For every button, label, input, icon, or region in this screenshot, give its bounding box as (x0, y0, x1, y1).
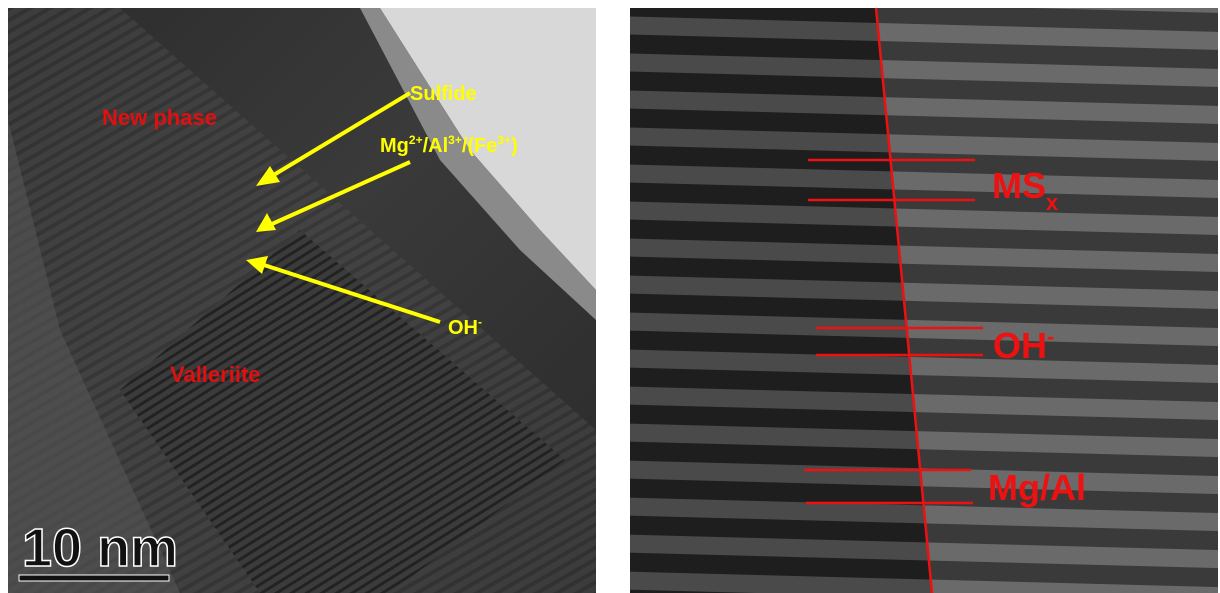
label: OH- (448, 315, 482, 339)
sup: - (1047, 324, 1054, 349)
sup: 2+ (409, 133, 423, 147)
text: /Al (423, 135, 449, 157)
figure: New phase Sulfide Mg2+/Al3+/(Fe3+) OH- V… (0, 0, 1220, 593)
text: OH (993, 325, 1047, 366)
label: New phase (102, 105, 217, 130)
sup: 3+ (448, 133, 462, 147)
label: OH- (993, 324, 1054, 366)
text: /(Fe (462, 135, 498, 157)
label: Sulfide (410, 83, 477, 105)
sup: 3+ (497, 133, 511, 147)
sup: - (478, 315, 482, 329)
label: Valleriite (170, 362, 261, 387)
left-micrograph (8, 8, 596, 593)
scale-bar-label: 10 nm (22, 518, 178, 578)
sub: x (1046, 190, 1059, 215)
text: Mg (380, 135, 409, 157)
text: OH (448, 317, 478, 339)
scale-bar (19, 575, 169, 581)
text: MS (992, 165, 1046, 206)
text: ) (511, 135, 518, 157)
label: Mg/Al (988, 467, 1086, 508)
